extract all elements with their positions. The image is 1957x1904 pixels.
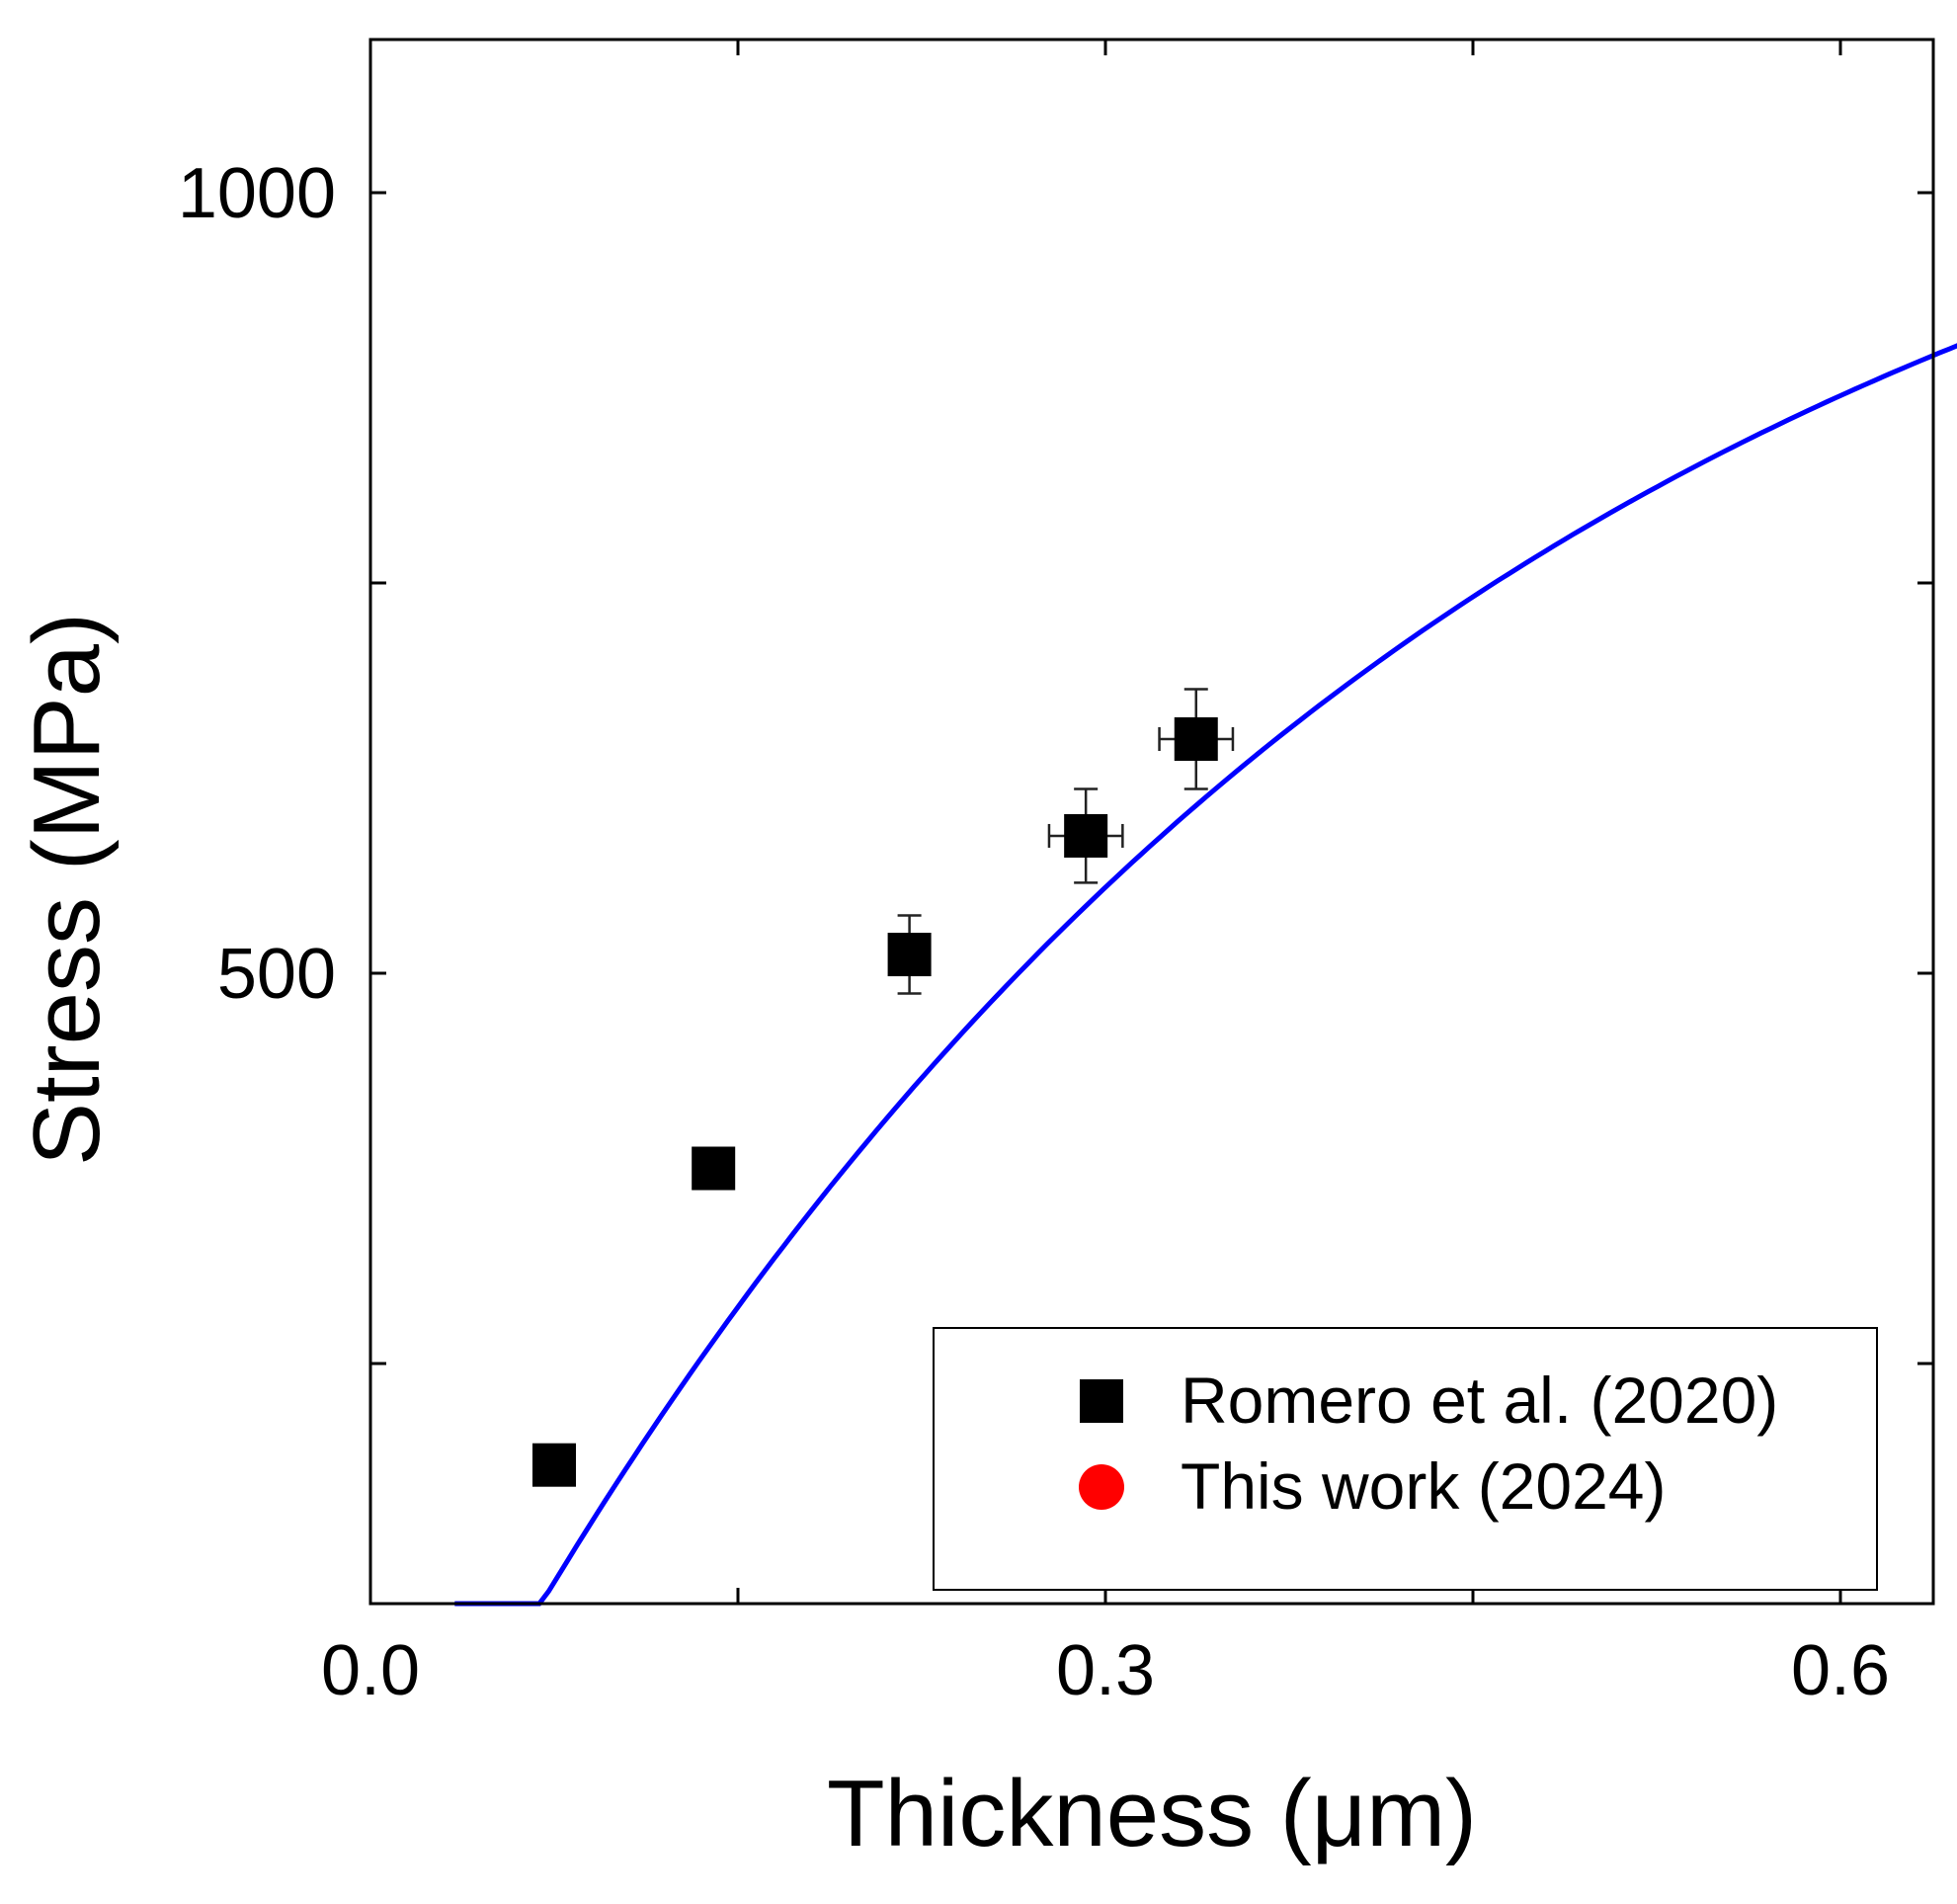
fit-curve [454,343,1957,1607]
data-point-romero [887,933,932,977]
fit-layer [454,343,1957,1607]
x-axis-title: Thickness (μm) [827,1761,1477,1866]
y-axis-title: Stress (MPa) [14,613,120,1166]
x-tick-label: 0.3 [1056,1631,1155,1710]
x-tick-label: 0.6 [1791,1631,1890,1710]
marker-layer [532,717,1218,1487]
data-point-romero [532,1443,576,1487]
legend: Romero et al. (2020) This work (2024) [933,1327,1878,1591]
y-tick-label: 500 [217,935,336,1014]
legend-marker-this-work [1079,1464,1124,1510]
legend-label-romero: Romero et al. (2020) [1181,1364,1778,1437]
legend-marker-romero [1080,1379,1123,1423]
data-point-romero [1064,813,1108,858]
data-point-romero [692,1146,736,1191]
legend-box [933,1327,1878,1591]
errorbar-layer [701,688,1235,1186]
x-tick-label: 0.0 [321,1631,420,1710]
y-tick-label: 1000 [178,154,336,233]
plot-frame [368,38,1935,1606]
data-point-romero [1174,717,1218,761]
tick-label-layer: 0.00.30.60.95001000 [178,154,1890,1710]
legend-label-this-work: This work (2024) [1181,1449,1667,1523]
